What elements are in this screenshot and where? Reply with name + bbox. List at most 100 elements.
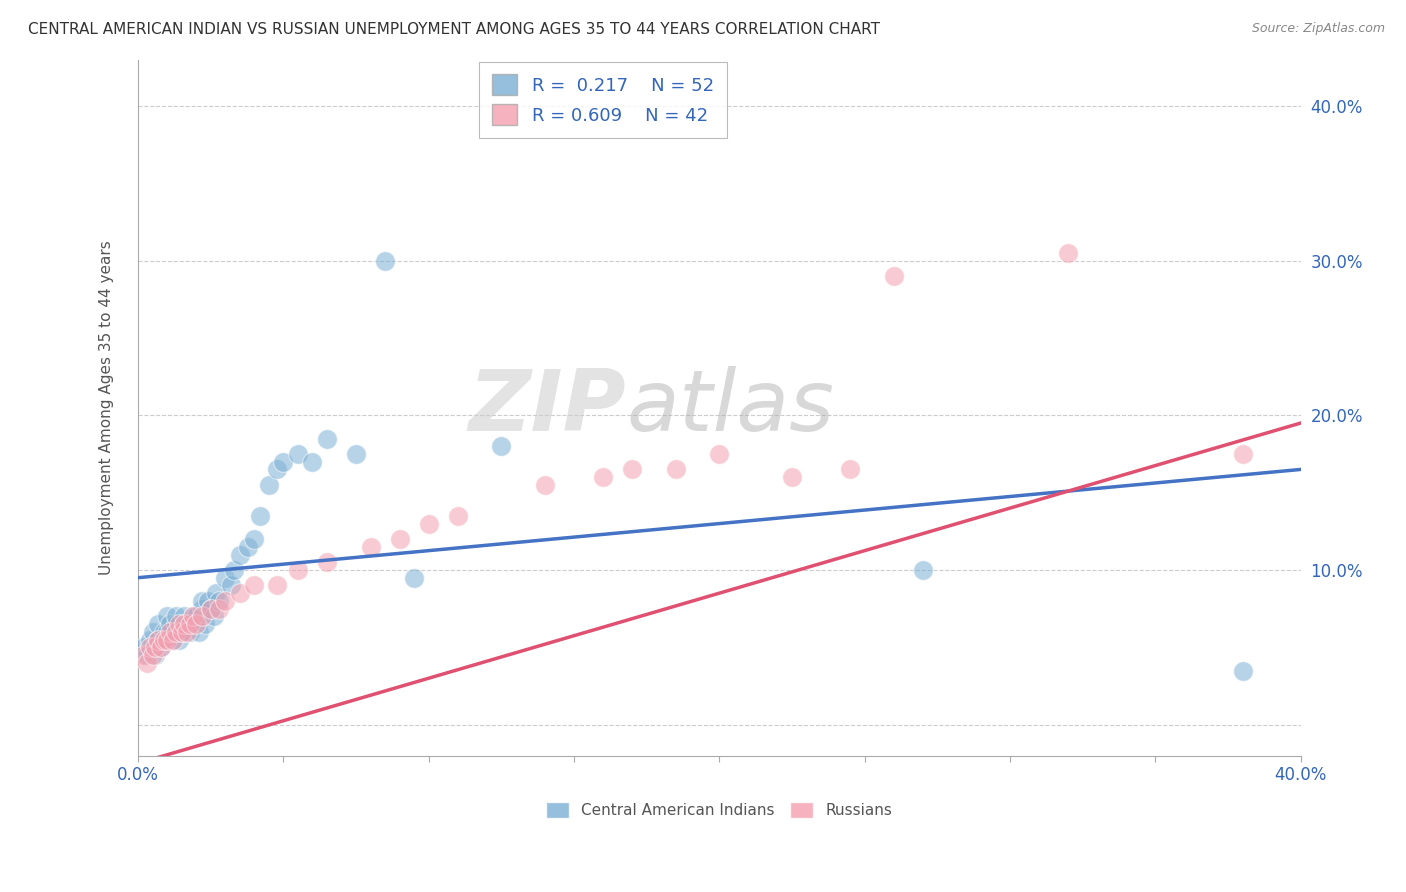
Point bbox=[404, 571, 426, 585]
Point bbox=[132, 648, 155, 662]
Point bbox=[170, 624, 193, 639]
Point bbox=[138, 640, 160, 655]
Point bbox=[153, 632, 176, 647]
Point bbox=[148, 632, 170, 647]
Point bbox=[153, 624, 176, 639]
Point bbox=[167, 617, 190, 632]
Point bbox=[150, 640, 173, 655]
Point bbox=[1232, 664, 1254, 678]
Text: ZIP: ZIP bbox=[468, 366, 626, 449]
Point bbox=[150, 640, 173, 655]
Point bbox=[621, 462, 644, 476]
Point bbox=[243, 578, 266, 592]
Point bbox=[197, 594, 219, 608]
Point bbox=[148, 617, 170, 632]
Point bbox=[491, 439, 513, 453]
Point bbox=[200, 601, 222, 615]
Point bbox=[135, 648, 157, 662]
Point bbox=[228, 548, 250, 562]
Point bbox=[141, 624, 163, 639]
Point bbox=[179, 624, 201, 639]
Point bbox=[709, 447, 731, 461]
Point bbox=[243, 532, 266, 546]
Point bbox=[148, 632, 170, 647]
Point bbox=[191, 609, 214, 624]
Point bbox=[181, 609, 204, 624]
Point bbox=[271, 455, 294, 469]
Point bbox=[202, 609, 225, 624]
Point bbox=[287, 447, 309, 461]
Point bbox=[156, 632, 179, 647]
Point bbox=[911, 563, 934, 577]
Point bbox=[194, 617, 217, 632]
Point bbox=[266, 578, 288, 592]
Point bbox=[388, 532, 411, 546]
Point bbox=[159, 624, 181, 639]
Point bbox=[188, 624, 211, 639]
Point bbox=[173, 617, 195, 632]
Point bbox=[173, 617, 195, 632]
Point bbox=[222, 563, 245, 577]
Text: Source: ZipAtlas.com: Source: ZipAtlas.com bbox=[1251, 22, 1385, 36]
Point bbox=[191, 601, 214, 615]
Point bbox=[287, 563, 309, 577]
Point bbox=[238, 540, 260, 554]
Point bbox=[156, 609, 179, 624]
Point bbox=[316, 432, 339, 446]
Point bbox=[176, 617, 198, 632]
Point bbox=[184, 617, 207, 632]
Point bbox=[534, 478, 557, 492]
Text: atlas: atlas bbox=[626, 366, 834, 449]
Point bbox=[191, 594, 214, 608]
Point bbox=[214, 594, 236, 608]
Point bbox=[228, 586, 250, 600]
Point bbox=[165, 617, 187, 632]
Point bbox=[145, 640, 167, 655]
Point bbox=[665, 462, 688, 476]
Point bbox=[132, 640, 155, 655]
Point bbox=[173, 609, 195, 624]
Point bbox=[266, 462, 288, 476]
Point bbox=[214, 571, 236, 585]
Point bbox=[447, 508, 470, 523]
Point bbox=[883, 269, 905, 284]
Point bbox=[219, 578, 242, 592]
Point bbox=[592, 470, 614, 484]
Point bbox=[208, 601, 231, 615]
Point bbox=[208, 594, 231, 608]
Point bbox=[344, 447, 367, 461]
Point bbox=[1232, 447, 1254, 461]
Point bbox=[138, 632, 160, 647]
Text: CENTRAL AMERICAN INDIAN VS RUSSIAN UNEMPLOYMENT AMONG AGES 35 TO 44 YEARS CORREL: CENTRAL AMERICAN INDIAN VS RUSSIAN UNEMP… bbox=[28, 22, 880, 37]
Point bbox=[176, 624, 198, 639]
Point bbox=[374, 253, 396, 268]
Point bbox=[249, 508, 271, 523]
Point bbox=[145, 648, 167, 662]
Point bbox=[162, 632, 184, 647]
Point bbox=[360, 540, 382, 554]
Point bbox=[167, 632, 190, 647]
Point bbox=[200, 601, 222, 615]
Point bbox=[165, 624, 187, 639]
Y-axis label: Unemployment Among Ages 35 to 44 years: Unemployment Among Ages 35 to 44 years bbox=[100, 240, 114, 575]
Point bbox=[184, 609, 207, 624]
Point bbox=[839, 462, 862, 476]
Point bbox=[1057, 246, 1080, 260]
Point bbox=[156, 624, 179, 639]
Point bbox=[179, 617, 201, 632]
Point bbox=[316, 555, 339, 569]
Point bbox=[257, 478, 280, 492]
Point bbox=[181, 609, 204, 624]
Point bbox=[205, 586, 228, 600]
Point bbox=[780, 470, 803, 484]
Legend: Central American Indians, Russians: Central American Indians, Russians bbox=[540, 797, 898, 824]
Point bbox=[153, 632, 176, 647]
Point bbox=[162, 632, 184, 647]
Point bbox=[301, 455, 323, 469]
Point bbox=[135, 656, 157, 670]
Point bbox=[165, 609, 187, 624]
Point bbox=[141, 648, 163, 662]
Point bbox=[418, 516, 440, 531]
Point bbox=[170, 624, 193, 639]
Point bbox=[159, 617, 181, 632]
